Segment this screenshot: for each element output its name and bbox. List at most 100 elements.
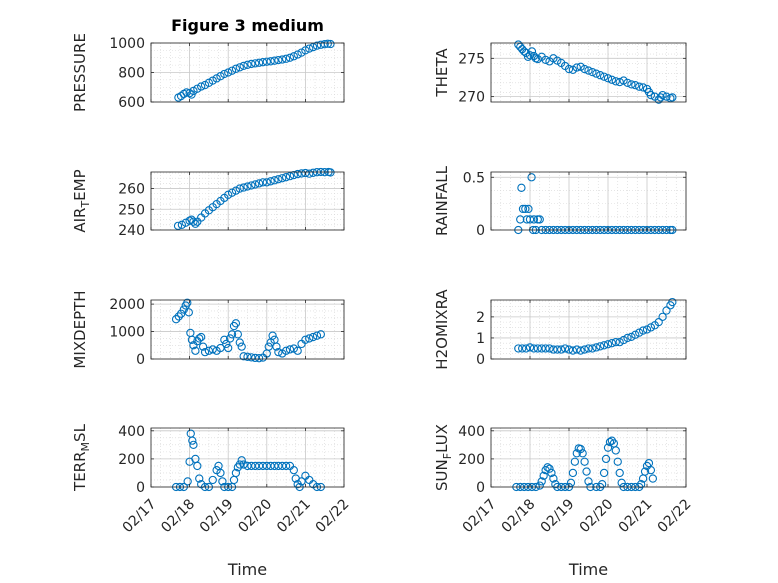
data-point xyxy=(191,346,200,355)
data-point xyxy=(527,173,536,182)
x-tick-label: 02/19 xyxy=(538,496,578,536)
data-point xyxy=(297,339,306,349)
subplot-pressure: 600 800 1000 PRESSURE Figure 3 medium xyxy=(71,16,345,112)
data-point xyxy=(285,53,295,62)
data-point xyxy=(662,306,671,315)
y-tick-label: 2 xyxy=(476,310,485,326)
data-point xyxy=(535,481,544,490)
data-point xyxy=(189,440,198,450)
data-point xyxy=(642,325,652,334)
data-point xyxy=(631,80,640,90)
data-point xyxy=(224,343,233,353)
data-point xyxy=(254,179,264,188)
y-axis-label-main: SUN xyxy=(433,459,451,491)
data-point xyxy=(258,58,268,67)
data-point xyxy=(174,312,183,321)
data-point xyxy=(635,82,644,91)
y-tick-label: 0 xyxy=(476,480,485,496)
data-point xyxy=(214,461,223,471)
data-point xyxy=(611,337,620,347)
data-point xyxy=(564,345,574,354)
y-tick-label: 275 xyxy=(458,51,485,67)
data-point xyxy=(191,219,200,228)
data-point xyxy=(654,317,663,327)
y-axis-label-main: AIR xyxy=(71,208,89,233)
x-axis-label: Time xyxy=(227,560,267,579)
subplot-theta: 270 275 THETA xyxy=(433,40,687,106)
data-point xyxy=(525,343,535,352)
data-point xyxy=(239,61,248,71)
data-point xyxy=(293,346,302,355)
data-point xyxy=(225,334,235,343)
y-axis-label-main: PRESSURE xyxy=(71,33,89,112)
x-tick-label: 02/18 xyxy=(158,496,198,536)
data-point xyxy=(270,56,279,65)
data-point xyxy=(278,174,287,183)
y-tick-label: 240 xyxy=(118,223,145,239)
data-point xyxy=(596,342,605,351)
data-point xyxy=(580,64,589,74)
data-point xyxy=(251,59,260,68)
data-point xyxy=(188,436,197,445)
data-point xyxy=(281,173,291,182)
y-tick-label: 200 xyxy=(118,452,145,468)
data-point xyxy=(301,335,310,344)
data-point xyxy=(599,468,609,478)
data-point xyxy=(235,460,244,469)
axes-box xyxy=(150,427,345,488)
data-point xyxy=(582,467,591,476)
data-point xyxy=(598,480,607,489)
y-axis-label-main: TERR xyxy=(71,451,89,492)
data-point xyxy=(635,328,644,337)
data-point xyxy=(251,180,260,189)
data-point xyxy=(545,344,554,353)
data-point xyxy=(623,78,632,87)
data-point xyxy=(611,446,620,455)
data-point xyxy=(572,63,581,72)
y-axis-label-main: THETA xyxy=(433,48,451,98)
data-point xyxy=(218,477,227,486)
data-point xyxy=(662,92,671,101)
data-point xyxy=(231,186,241,195)
y-axis-label: THETA xyxy=(433,48,451,98)
data-point xyxy=(184,308,193,317)
data-point xyxy=(564,64,574,74)
data-point xyxy=(227,66,237,75)
data-point xyxy=(197,332,206,342)
y-axis-label: H2OMIXRA xyxy=(433,289,451,370)
data-point xyxy=(524,204,533,214)
subplot-air_temp: 240 250 260 AIRTEMP xyxy=(71,167,345,239)
subplot-terr_msl: 0 200 400 TERRMSL 02/1702/1802/1902/2002/210… xyxy=(71,423,352,579)
data-point xyxy=(646,465,656,475)
data-point xyxy=(262,178,271,187)
y-tick-label: 0 xyxy=(476,223,485,239)
y-axis-label-tail: SL xyxy=(71,423,89,442)
data-point xyxy=(640,467,650,476)
data-point xyxy=(584,344,593,353)
data-point xyxy=(656,93,665,102)
data-point xyxy=(537,344,546,353)
data-point xyxy=(231,319,241,328)
data-point xyxy=(274,175,283,184)
y-tick-label: 800 xyxy=(118,66,145,82)
data-point xyxy=(521,204,530,214)
data-point xyxy=(179,305,188,314)
data-point xyxy=(627,332,636,342)
data-point xyxy=(568,346,578,355)
data-point xyxy=(601,454,611,464)
y-tick-label: 200 xyxy=(458,452,485,468)
data-point xyxy=(195,334,204,343)
x-axis-label: Time xyxy=(568,560,608,579)
x-tick-label: 02/20 xyxy=(577,496,617,536)
y-axis-label: MIXDEPTH xyxy=(71,290,89,368)
y-axis-label-tail: EMP xyxy=(71,169,89,200)
data-point xyxy=(603,74,613,83)
data-point xyxy=(239,352,248,361)
data-point xyxy=(576,444,585,454)
x-tick-label: 02/21 xyxy=(274,496,314,536)
data-point xyxy=(557,345,566,354)
data-point xyxy=(235,338,244,347)
data-point xyxy=(516,215,525,224)
data-point xyxy=(568,468,578,478)
data-point xyxy=(566,478,576,487)
